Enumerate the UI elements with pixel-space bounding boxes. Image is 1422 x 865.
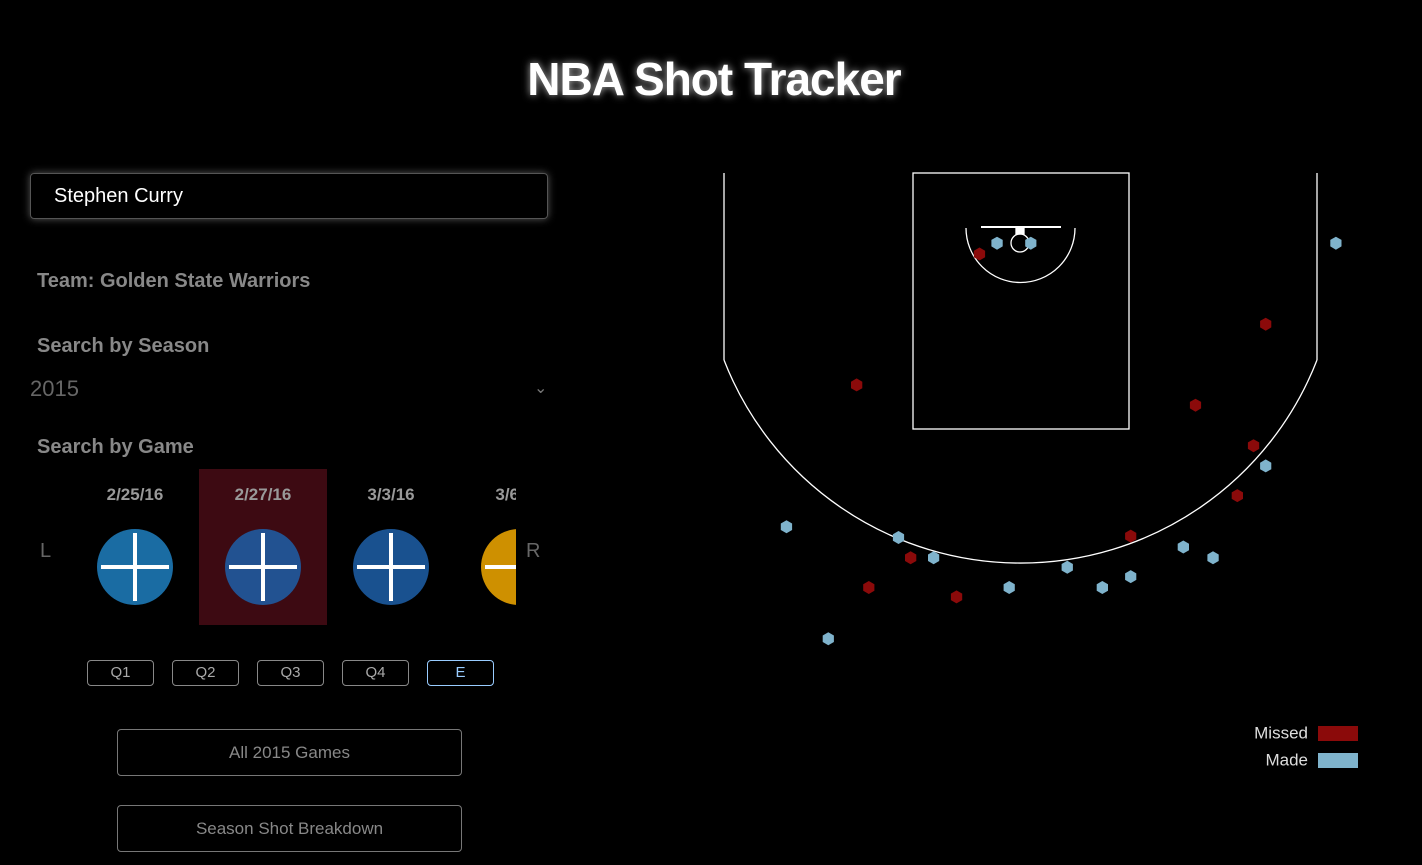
team-logo [481,529,516,605]
action-button[interactable]: Season Shot Breakdown [117,805,462,852]
nav-right[interactable]: R [526,540,541,562]
game-date: 2/27/16 [234,485,292,504]
game-label: Search by Game [37,436,194,458]
shot-marker [892,531,905,544]
page-title: NBA Shot Tracker [527,53,901,105]
season-select[interactable]: 2015 [30,376,79,401]
season-label: Search by Season [37,335,210,357]
player-input[interactable]: Stephen Curry [30,173,548,219]
quarter-button[interactable]: Q1 [87,660,154,686]
quarter-button[interactable]: Q4 [342,660,409,686]
shot-marker [1260,317,1272,331]
legend-swatch [1318,726,1358,741]
team-logo [353,529,429,605]
dropdown-chevron[interactable]: ⌄ [534,380,548,397]
game-card[interactable]: 2/25/16 [71,469,199,625]
logo-shape [485,565,516,569]
shot-marker [1260,459,1272,473]
shot-marker [863,581,875,594]
quarter-button[interactable]: Q3 [257,660,324,686]
team-logo [97,529,173,605]
action-button[interactable]: All 2015 Games [117,729,462,776]
shot-marker [851,378,863,392]
shot-marker [1231,489,1243,503]
shot-marker [1125,529,1137,543]
shot-marker [905,551,917,565]
quarter-button[interactable]: E [427,660,494,686]
shot-marker [1025,236,1037,250]
shot-marker [950,590,963,604]
shot-marker [1125,570,1137,584]
game-card[interactable]: 3/3/16 [327,469,455,625]
game-date: 2/25/16 [106,485,164,504]
shot-marker [991,236,1003,250]
shot-marker [822,632,834,646]
logo-shape [229,533,297,601]
game-date: 3/6/16 [495,485,516,504]
shot-marker [973,247,986,261]
shot-marker [1189,398,1202,412]
team-label: Team: Golden State Warriors [37,270,311,292]
game-card[interactable]: 2/27/16 [199,469,327,625]
game-card[interactable]: 3/6/16 [455,469,516,625]
shot-marker [1003,581,1015,594]
court-lines [723,172,1318,564]
shot-marker [1330,236,1342,250]
shot-marker [928,551,940,565]
nav-left[interactable]: L [40,540,52,562]
team-logo [225,529,301,605]
game-carousel: 2/25/16 2/27/16 3/3/16 3/6/16 [70,469,516,625]
legend-label: Made [1265,750,1308,769]
shot-marker [1177,540,1189,554]
game-date: 3/3/16 [367,485,415,504]
shot-marker [1247,439,1260,453]
shot-marker [1207,551,1219,565]
legend-label: Missed [1254,723,1308,742]
logo-shape [357,533,425,601]
quarter-button[interactable]: Q2 [172,660,239,686]
shot-marker [780,520,793,534]
legend-swatch [1318,753,1358,768]
shot-marker [1061,560,1073,574]
shot-marker [1096,581,1108,594]
logo-shape [101,533,169,601]
